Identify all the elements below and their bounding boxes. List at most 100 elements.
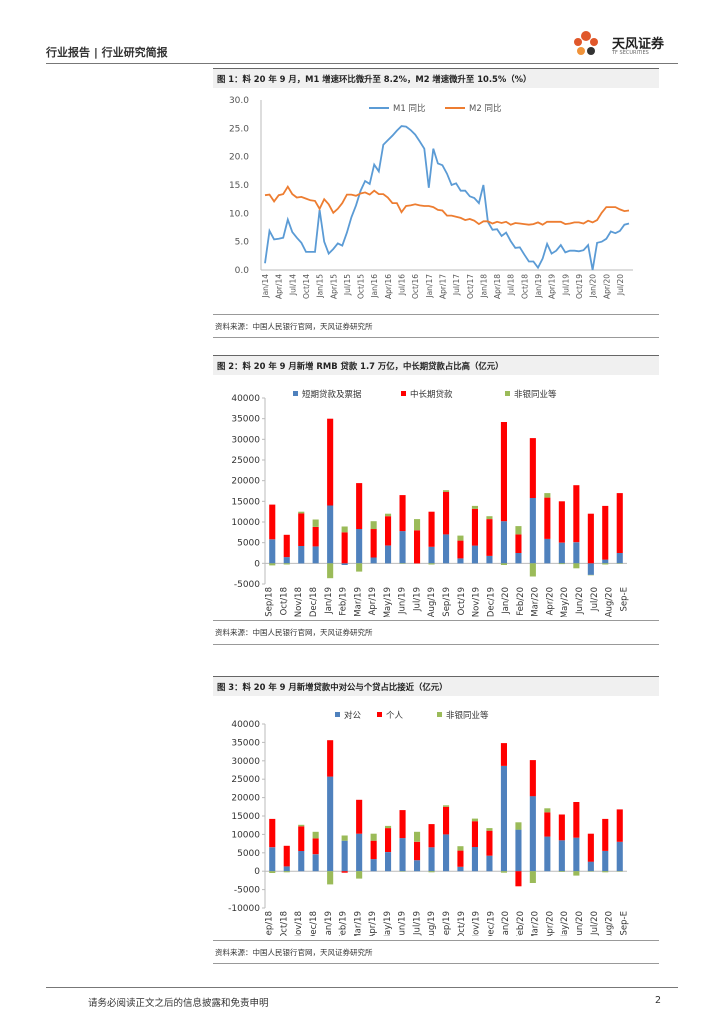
legend-swatch — [401, 391, 406, 396]
bar-segment-0 — [283, 866, 290, 872]
bar-segment-1 — [283, 534, 290, 558]
x-tick-label: Dec/19 — [486, 911, 496, 936]
bar-segment-2 — [370, 833, 377, 841]
x-tick-label: Jan/19 — [324, 587, 334, 615]
bar-segment-0 — [529, 796, 536, 872]
bar-segment-0 — [529, 498, 536, 564]
bar-segment-0 — [500, 766, 507, 872]
x-tick-label: Jul/15 — [343, 274, 352, 296]
bar-segment-1 — [602, 505, 609, 560]
bar-segment-2 — [298, 511, 305, 514]
bar-segment-0 — [443, 834, 450, 872]
bar-segment-2 — [602, 871, 609, 873]
legend-label: 非银同业等 — [514, 389, 557, 400]
bar-segment-0 — [486, 855, 493, 872]
bar-segment-1 — [370, 840, 377, 860]
bar-segment-1 — [269, 504, 276, 540]
x-tick-label: Feb/20 — [516, 911, 526, 936]
bar-segment-1 — [283, 845, 290, 867]
legend-label: 个人 — [386, 711, 404, 721]
bar-segment-1 — [370, 529, 377, 558]
y-tick-label: -5000 — [234, 580, 260, 590]
bar-segment-0 — [370, 859, 377, 872]
figure-2-source: 资料来源：中国人民银行官网，天风证券研究所 — [215, 628, 373, 637]
y-tick-label: 30.0 — [229, 96, 249, 106]
bar-segment-2 — [544, 808, 551, 813]
y-tick-label: 30000 — [231, 757, 260, 767]
x-tick-label: Jan/20 — [501, 587, 511, 615]
bar-segment-1 — [312, 838, 319, 855]
bar-segment-1 — [486, 830, 493, 856]
x-tick-label: Aug/20 — [605, 587, 615, 617]
y-tick-label: 25000 — [231, 456, 260, 466]
y-tick-label: 15000 — [231, 497, 260, 507]
x-tick-label: Mar/19 — [353, 587, 363, 617]
bar-segment-2 — [500, 871, 507, 873]
x-tick-label: May/19 — [383, 911, 393, 936]
bar-segment-1 — [312, 527, 319, 547]
bar-segment-1 — [486, 519, 493, 556]
bar-segment-2 — [341, 835, 348, 841]
footer-disclaimer: 请务必阅读正文之后的信息披露和免责申明 — [88, 998, 269, 1009]
bar-segment-2 — [529, 871, 536, 883]
x-tick-label: Oct/18 — [279, 911, 289, 936]
y-tick-label: 30000 — [231, 435, 260, 445]
bar-segment-1 — [573, 802, 580, 838]
bar-segment-0 — [312, 546, 319, 564]
x-tick-label: Sep/18 — [265, 911, 275, 936]
bar-segment-0 — [341, 563, 348, 565]
brand-subname: TF SECURITIES — [612, 50, 649, 56]
x-tick-label: Jan/14 — [261, 274, 270, 299]
x-tick-label: Oct/17 — [466, 274, 475, 299]
x-tick-label: Oct/18 — [520, 274, 529, 299]
x-tick-label: Oct/15 — [357, 274, 366, 299]
x-tick-label: Apr/20 — [545, 911, 555, 936]
y-tick-label: 0 — [254, 559, 260, 569]
legend-swatch — [505, 391, 510, 396]
bar-segment-1 — [327, 740, 334, 777]
bar-segment-0 — [457, 558, 464, 564]
bar-segment-2 — [529, 563, 536, 577]
figure-3-bottom-rule — [213, 963, 659, 964]
bar-segment-2 — [515, 822, 522, 830]
bar-segment-1 — [544, 812, 551, 837]
bar-segment-0 — [500, 521, 507, 564]
bar-segment-0 — [602, 851, 609, 872]
x-tick-label: Sep-E — [619, 587, 629, 611]
bar-segment-2 — [370, 521, 377, 530]
x-tick-label: Jul/20 — [590, 587, 600, 612]
bar-segment-2 — [558, 563, 565, 565]
bar-segment-2 — [327, 563, 334, 579]
bar-segment-0 — [327, 776, 334, 872]
x-tick-label: Apr/19 — [548, 274, 557, 299]
x-tick-label: May/20 — [560, 911, 570, 936]
bar-segment-1 — [529, 760, 536, 797]
x-tick-label: Jul/18 — [507, 274, 516, 296]
bar-segment-0 — [573, 542, 580, 564]
bar-segment-2 — [269, 871, 276, 873]
figure-2-caption: 图 2：料 20 年 9 月新增 RMB 贷款 1.7 万亿，中长期贷款占比高（… — [213, 355, 659, 375]
bar-segment-1 — [428, 511, 435, 547]
footer-rule — [46, 987, 678, 988]
bar-segment-1 — [500, 422, 507, 522]
bar-segment-0 — [399, 838, 406, 872]
x-tick-label: Jan/19 — [534, 274, 543, 299]
y-tick-label: 5000 — [237, 849, 260, 859]
y-tick-label: -10000 — [228, 904, 260, 914]
series-line-m1 — [264, 125, 630, 271]
legend-label: M1 同比 — [393, 103, 425, 114]
bar-segment-0 — [269, 847, 276, 872]
bar-segment-2 — [327, 871, 334, 885]
legend-label: 中长期贷款 — [410, 389, 453, 400]
legend-label: 非银同业等 — [446, 710, 489, 721]
bar-segment-2 — [457, 846, 464, 851]
x-tick-label: Aug/19 — [427, 587, 437, 617]
bar-segment-2 — [457, 535, 464, 541]
bar-segment-2 — [283, 871, 290, 873]
x-tick-label: Aug/20 — [605, 911, 615, 936]
x-tick-label: Sep/19 — [442, 587, 452, 617]
bar-segment-0 — [587, 563, 594, 575]
bar-segment-0 — [544, 836, 551, 872]
bar-segment-0 — [457, 866, 464, 872]
x-tick-label: Jun/20 — [575, 911, 585, 936]
